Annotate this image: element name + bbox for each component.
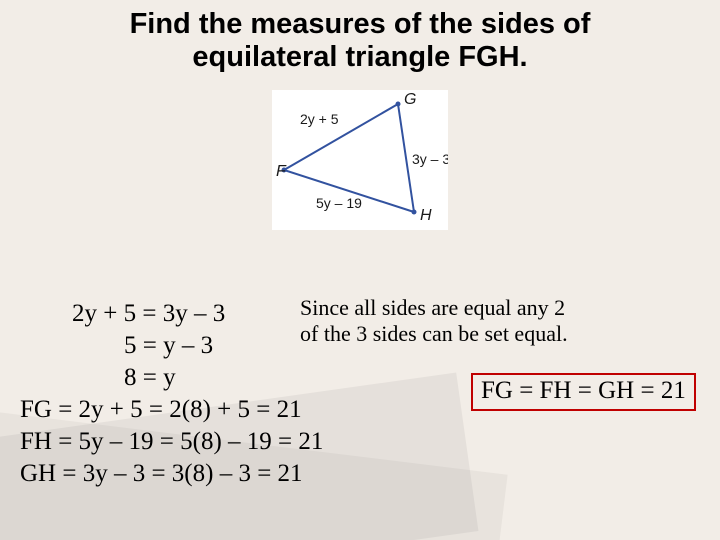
math-working: 2y + 5 = 3y – 3 5 = y – 3 8 = y FG = 2y … (20, 298, 323, 490)
side-label-fg: 2y + 5 (300, 111, 339, 127)
title-line-1: Find the measures of the sides of (130, 8, 591, 40)
vertex-label-f: F (276, 163, 287, 180)
side-label-gh: 3y – 3 (412, 151, 448, 167)
math-line-5: FH = 5y – 19 = 5(8) – 19 = 21 (20, 426, 323, 458)
slide-title: Find the measures of the sides of equila… (0, 8, 720, 75)
vertex-label-g: G (404, 91, 416, 108)
explanation-line-2: of the 3 sides can be set equal. (300, 321, 568, 346)
title-line-2: equilateral triangle FGH. (192, 41, 527, 73)
answer-box: FG = FH = GH = 21 (471, 373, 696, 411)
side-label-fh: 5y – 19 (316, 195, 362, 211)
answer-text: FG = FH = GH = 21 (481, 377, 686, 404)
triangle-svg: F G H 2y + 5 3y – 3 5y – 19 (272, 90, 448, 230)
math-line-1: 2y + 5 = 3y – 3 (20, 298, 323, 330)
math-line-2: 5 = y – 3 (20, 330, 323, 362)
vertex-h-dot (412, 210, 417, 215)
explanation-line-1: Since all sides are equal any 2 (300, 295, 565, 320)
triangle-figure: F G H 2y + 5 3y – 3 5y – 19 (272, 90, 448, 230)
math-line-3: 8 = y (20, 362, 323, 394)
vertex-label-h: H (420, 207, 432, 224)
math-line-6: GH = 3y – 3 = 3(8) – 3 = 21 (20, 458, 323, 490)
vertex-g-dot (396, 102, 401, 107)
math-line-4: FG = 2y + 5 = 2(8) + 5 = 21 (20, 394, 323, 426)
explanation-text: Since all sides are equal any 2 of the 3… (300, 295, 660, 348)
